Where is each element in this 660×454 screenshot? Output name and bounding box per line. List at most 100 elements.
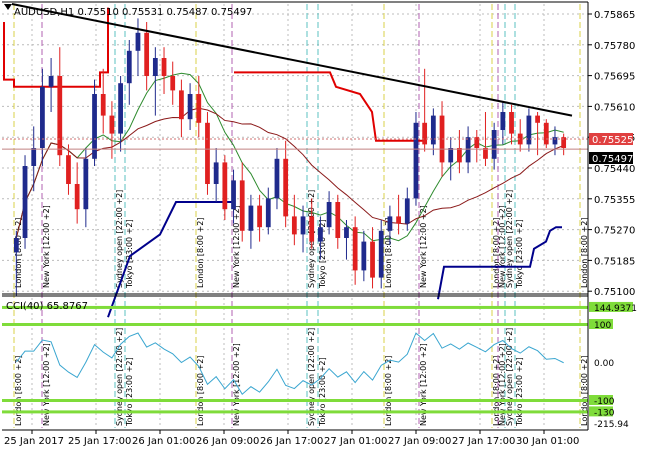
candle-body [413,122,419,199]
candle-body [430,115,436,145]
candle-body [283,158,289,217]
candle-body [144,32,150,76]
cci-tick-tag [589,406,613,417]
cci-session-label: Sydney open [22:00 +2] [307,328,316,426]
candle-body [213,162,219,184]
cci-tick-label: -215.94 [594,420,629,430]
candle-body [378,230,384,278]
candle-body [222,162,228,210]
session-label: New York [12:00 +2] [419,205,428,288]
candle-body [57,76,63,156]
cci-session-label: New York [12:00 +2] [419,343,428,426]
session-label: New York [12:00 +2] [42,205,51,288]
cci-tick-tag [589,301,633,312]
candle-body [13,238,19,253]
cci-tick-tag [589,395,613,405]
cci-tick-tag [589,319,613,329]
candle-body [291,216,297,235]
time-tick-label: 27 Jan 17:00 [452,436,515,447]
candle-body [66,155,71,184]
candle-body [274,158,280,199]
candle-body [248,205,254,231]
candle-body [196,94,202,123]
candle-body [561,137,567,148]
session-label: London [8:00 +2] [492,218,501,288]
time-tick-label: 25 Jan 2017 [4,436,64,447]
candle-body [326,202,332,228]
candle-body [387,216,393,231]
ma-fast-line [15,72,564,242]
candle-body [344,227,349,238]
candle-body [422,122,428,145]
candle-body [265,198,271,228]
candle-body [517,133,523,145]
cci-tick-label: 144.9371 [594,304,637,314]
cci-session-label: London [8:00 +2] [580,356,589,426]
session-label: London [8:00 +2] [14,218,23,288]
price-tick-label: 0.75865 [594,10,635,21]
candle-body [31,148,37,166]
candle-body [22,166,28,238]
candle-body [335,202,341,238]
candle-body [300,216,306,235]
candle-body [396,216,401,224]
cci-session-label: London [8:00 +2] [492,356,501,426]
session-label: Tokyo [23:00 +2] [125,219,134,289]
stop-lower-line [107,201,234,318]
session-label: Sydney open [22:00 +2] [115,190,124,288]
session-label: London [8:00 +2] [580,218,589,288]
time-tick-label: 26 Jan 17:00 [260,436,323,447]
price-tick-label: 0.75440 [594,164,635,175]
cci-session-label: London [8:00 +2] [196,356,205,426]
candle-body [74,184,80,210]
candle-body [552,137,558,145]
candle-body [179,90,184,120]
candle-body [161,58,167,76]
price-tick-label: 0.75185 [594,256,635,267]
price-tick-label: 0.75610 [594,102,635,113]
stop-upper-line [234,71,426,142]
candle-body [152,58,158,76]
candle-body [48,76,54,87]
cci-tick-label: 0.00 [594,359,614,369]
candle-body [40,86,45,148]
candle-body [83,158,89,210]
candle-body [352,227,358,271]
candle-body [135,32,141,51]
candle-body [448,148,454,163]
candle-body [92,94,97,159]
cci-header: CCI(40) 65.8767 [6,301,88,312]
cci-session-label: New York [12:00 +2] [42,343,51,426]
candle-body [309,216,315,242]
bid-price-tag [589,152,633,164]
price-tick-label: 0.75780 [594,41,635,52]
candle-body [257,205,262,228]
candle-body [231,180,236,210]
one-click-trading-arrow-icon[interactable] [4,4,12,10]
candle-body [535,115,540,123]
candle-body [465,137,471,163]
candle-body [126,50,132,84]
time-tick-label: 27 Jan 09:00 [388,436,451,447]
level2-price-label: 0.75525 [592,135,633,146]
bid-price-label: 0.75497 [592,154,633,165]
cci-level-100 [2,323,588,326]
price-tick-label: 0.75695 [594,72,635,83]
session-label: Tokyo [23:00 +2] [318,219,327,289]
candle-body [509,112,514,134]
session-label: London [8:00 +2] [384,218,393,288]
price-tick-label: 0.75270 [594,226,635,237]
candle-body [500,112,506,130]
session-label: New York [12:00 +2] [232,205,241,288]
candle-body [483,148,488,159]
candle-body [404,198,410,224]
candle-body [100,94,106,116]
cci-line [15,332,564,395]
cci-tick-label: -100 [594,397,615,407]
candle-body [318,227,323,242]
candle-body [118,83,123,134]
cci-session-label: Tokyo [23:00 +2] [318,357,327,427]
candle-body [491,130,497,159]
